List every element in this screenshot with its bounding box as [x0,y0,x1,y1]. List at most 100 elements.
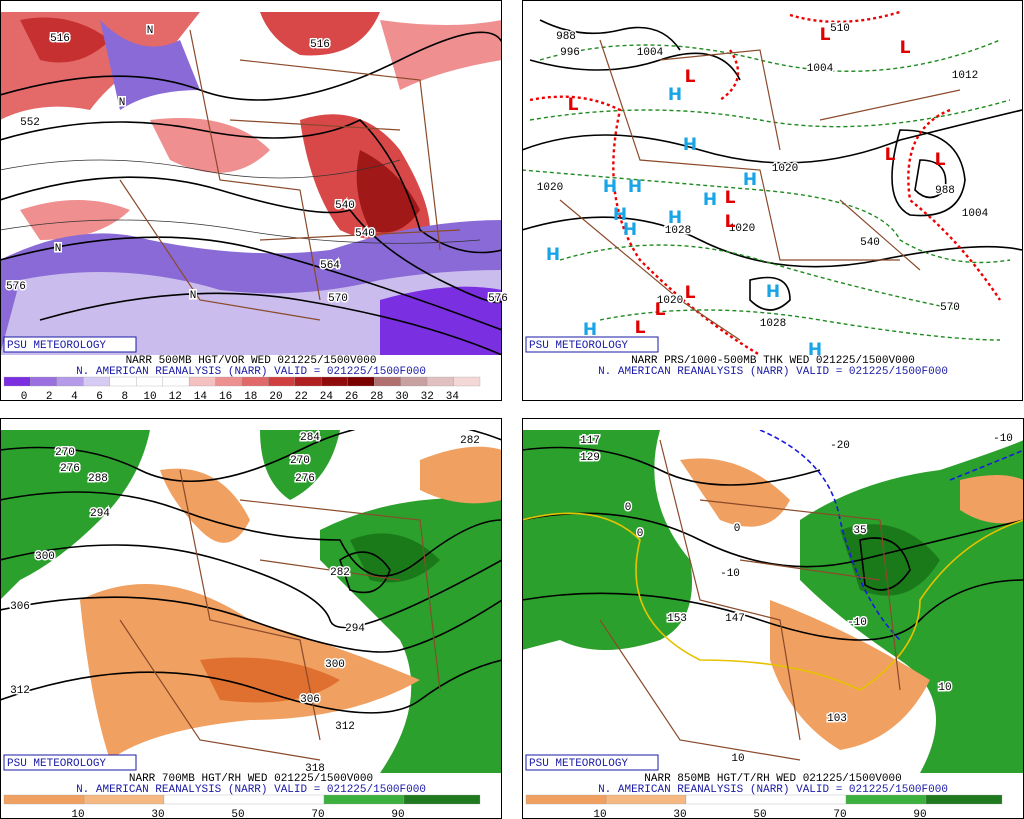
contour-label: 1004 [962,208,989,220]
contour-label: 276 [295,473,315,485]
contour-label: 294 [345,623,365,635]
contour-label: 988 [556,31,576,43]
contour-label: 1028 [665,225,691,237]
contour-label: 0 [625,502,632,514]
colorbar-swatch [845,794,927,805]
colorbar-label: 30 [151,809,164,819]
contour-label: -10 [993,433,1013,445]
colorbar-swatch [605,794,687,805]
colorbar-label: 24 [320,391,334,403]
contour-label: 0 [637,528,644,540]
contour-label: N [119,97,126,109]
contour-label: N [55,243,62,255]
badge-box [525,754,659,771]
contour-label: 996 [560,47,580,59]
pressure-center: L [725,188,736,208]
pressure-center: L [820,25,831,45]
colorbar-swatch [136,376,163,387]
contour-label: 552 [20,117,40,129]
colorbar-label: 90 [391,809,404,819]
contour-label: 288 [88,473,108,485]
colorbar-swatch [347,376,375,387]
colorbar-label: 16 [219,391,232,403]
pressure-center: L [725,212,736,232]
colorbar-label: 90 [913,809,926,819]
colorbar-label: 50 [753,809,766,819]
contour-label: 570 [328,293,348,305]
colorbar-label: 70 [311,809,324,819]
caption-title: NARR 850MB HGT/T/RH WED 021225/1500V000 [644,773,901,785]
contour-label: 540 [335,200,355,212]
contour-label: 284 [300,432,320,444]
caption-title: NARR 700MB HGT/RH WED 021225/1500V000 [129,773,373,785]
caption-title: NARR PRS/1000-500MB THK WED 021225/1500V… [631,355,915,367]
contour-label: 516 [50,33,70,45]
contour-label: 10 [731,753,744,765]
contour-label: -10 [720,568,740,580]
contour-label: 10 [938,682,951,694]
contour-label: 576 [6,281,26,293]
contour-label: 282 [460,435,480,447]
contour-label: 306 [10,601,30,613]
contour-label: 540 [860,237,880,249]
colorbar-swatch [925,794,1003,805]
colorbar-label: 2 [46,391,53,403]
map-700mb [0,430,502,773]
pressure-center: L [568,95,579,115]
contour-label: 576 [488,293,508,305]
colorbar-label: 6 [96,391,103,403]
pressure-center: L [685,283,696,303]
colorbar-swatch [56,376,84,387]
pressure-center: L [900,38,911,58]
badge: PSU METEOROLOGY [7,340,106,352]
contour-label: 1012 [952,70,978,82]
colorbar-label: 10 [593,809,606,819]
contour-label: 270 [55,447,75,459]
contour-label: 988 [935,185,955,197]
badge-box [3,754,137,771]
contour-label: 1020 [537,182,563,194]
contour-label: 0 [734,523,741,535]
badge: PSU METEOROLOGY [529,340,628,352]
colorbar-label: 12 [169,391,182,403]
contour-label: 300 [325,659,345,671]
map-500mb [0,12,502,355]
contour-label: -20 [830,440,850,452]
pressure-center: H [583,320,597,340]
pressure-center: H [743,170,757,190]
colorbar-swatch [30,376,58,387]
colorbar-label: 10 [71,809,84,819]
colorbar-swatch [525,794,607,805]
pressure-center: L [635,318,646,338]
contour-label: 300 [35,551,55,563]
contour-label: 129 [580,452,600,464]
contour-label: 1004 [637,47,664,59]
contour-label: 1020 [729,223,755,235]
contour-label: 1020 [657,295,683,307]
colorbar-swatch [323,794,405,805]
panel-frame [522,0,1023,401]
pressure-center: H [703,190,717,210]
contour-label: N [190,290,197,302]
colorbar-label: 70 [833,809,846,819]
colorbar-label: 50 [231,809,244,819]
caption-valid: N. AMERICAN REANALYSIS (NARR) VALID = 02… [598,366,948,378]
contour-label: 570 [940,302,960,314]
pressure-center: H [766,282,780,302]
colorbar-swatch [685,794,847,805]
contour-label: 1028 [760,318,786,330]
colorbar-swatch [453,376,481,387]
pressure-center: H [546,245,560,265]
pressure-center: L [685,67,696,87]
contour-label: 540 [355,228,375,240]
colorbar-swatch [374,376,401,387]
colorbar-swatch [426,376,454,387]
colorbar-swatch [241,376,269,387]
contour-label: 147 [725,613,745,625]
caption-title: NARR 500MB HGT/VOR WED 021225/1500V000 [126,355,377,367]
contour-label: 103 [827,713,847,725]
colorbar-label: 14 [194,391,208,403]
colorbar-label: 32 [421,391,434,403]
map-850mb [522,430,1024,773]
contour-label: 306 [300,694,320,706]
